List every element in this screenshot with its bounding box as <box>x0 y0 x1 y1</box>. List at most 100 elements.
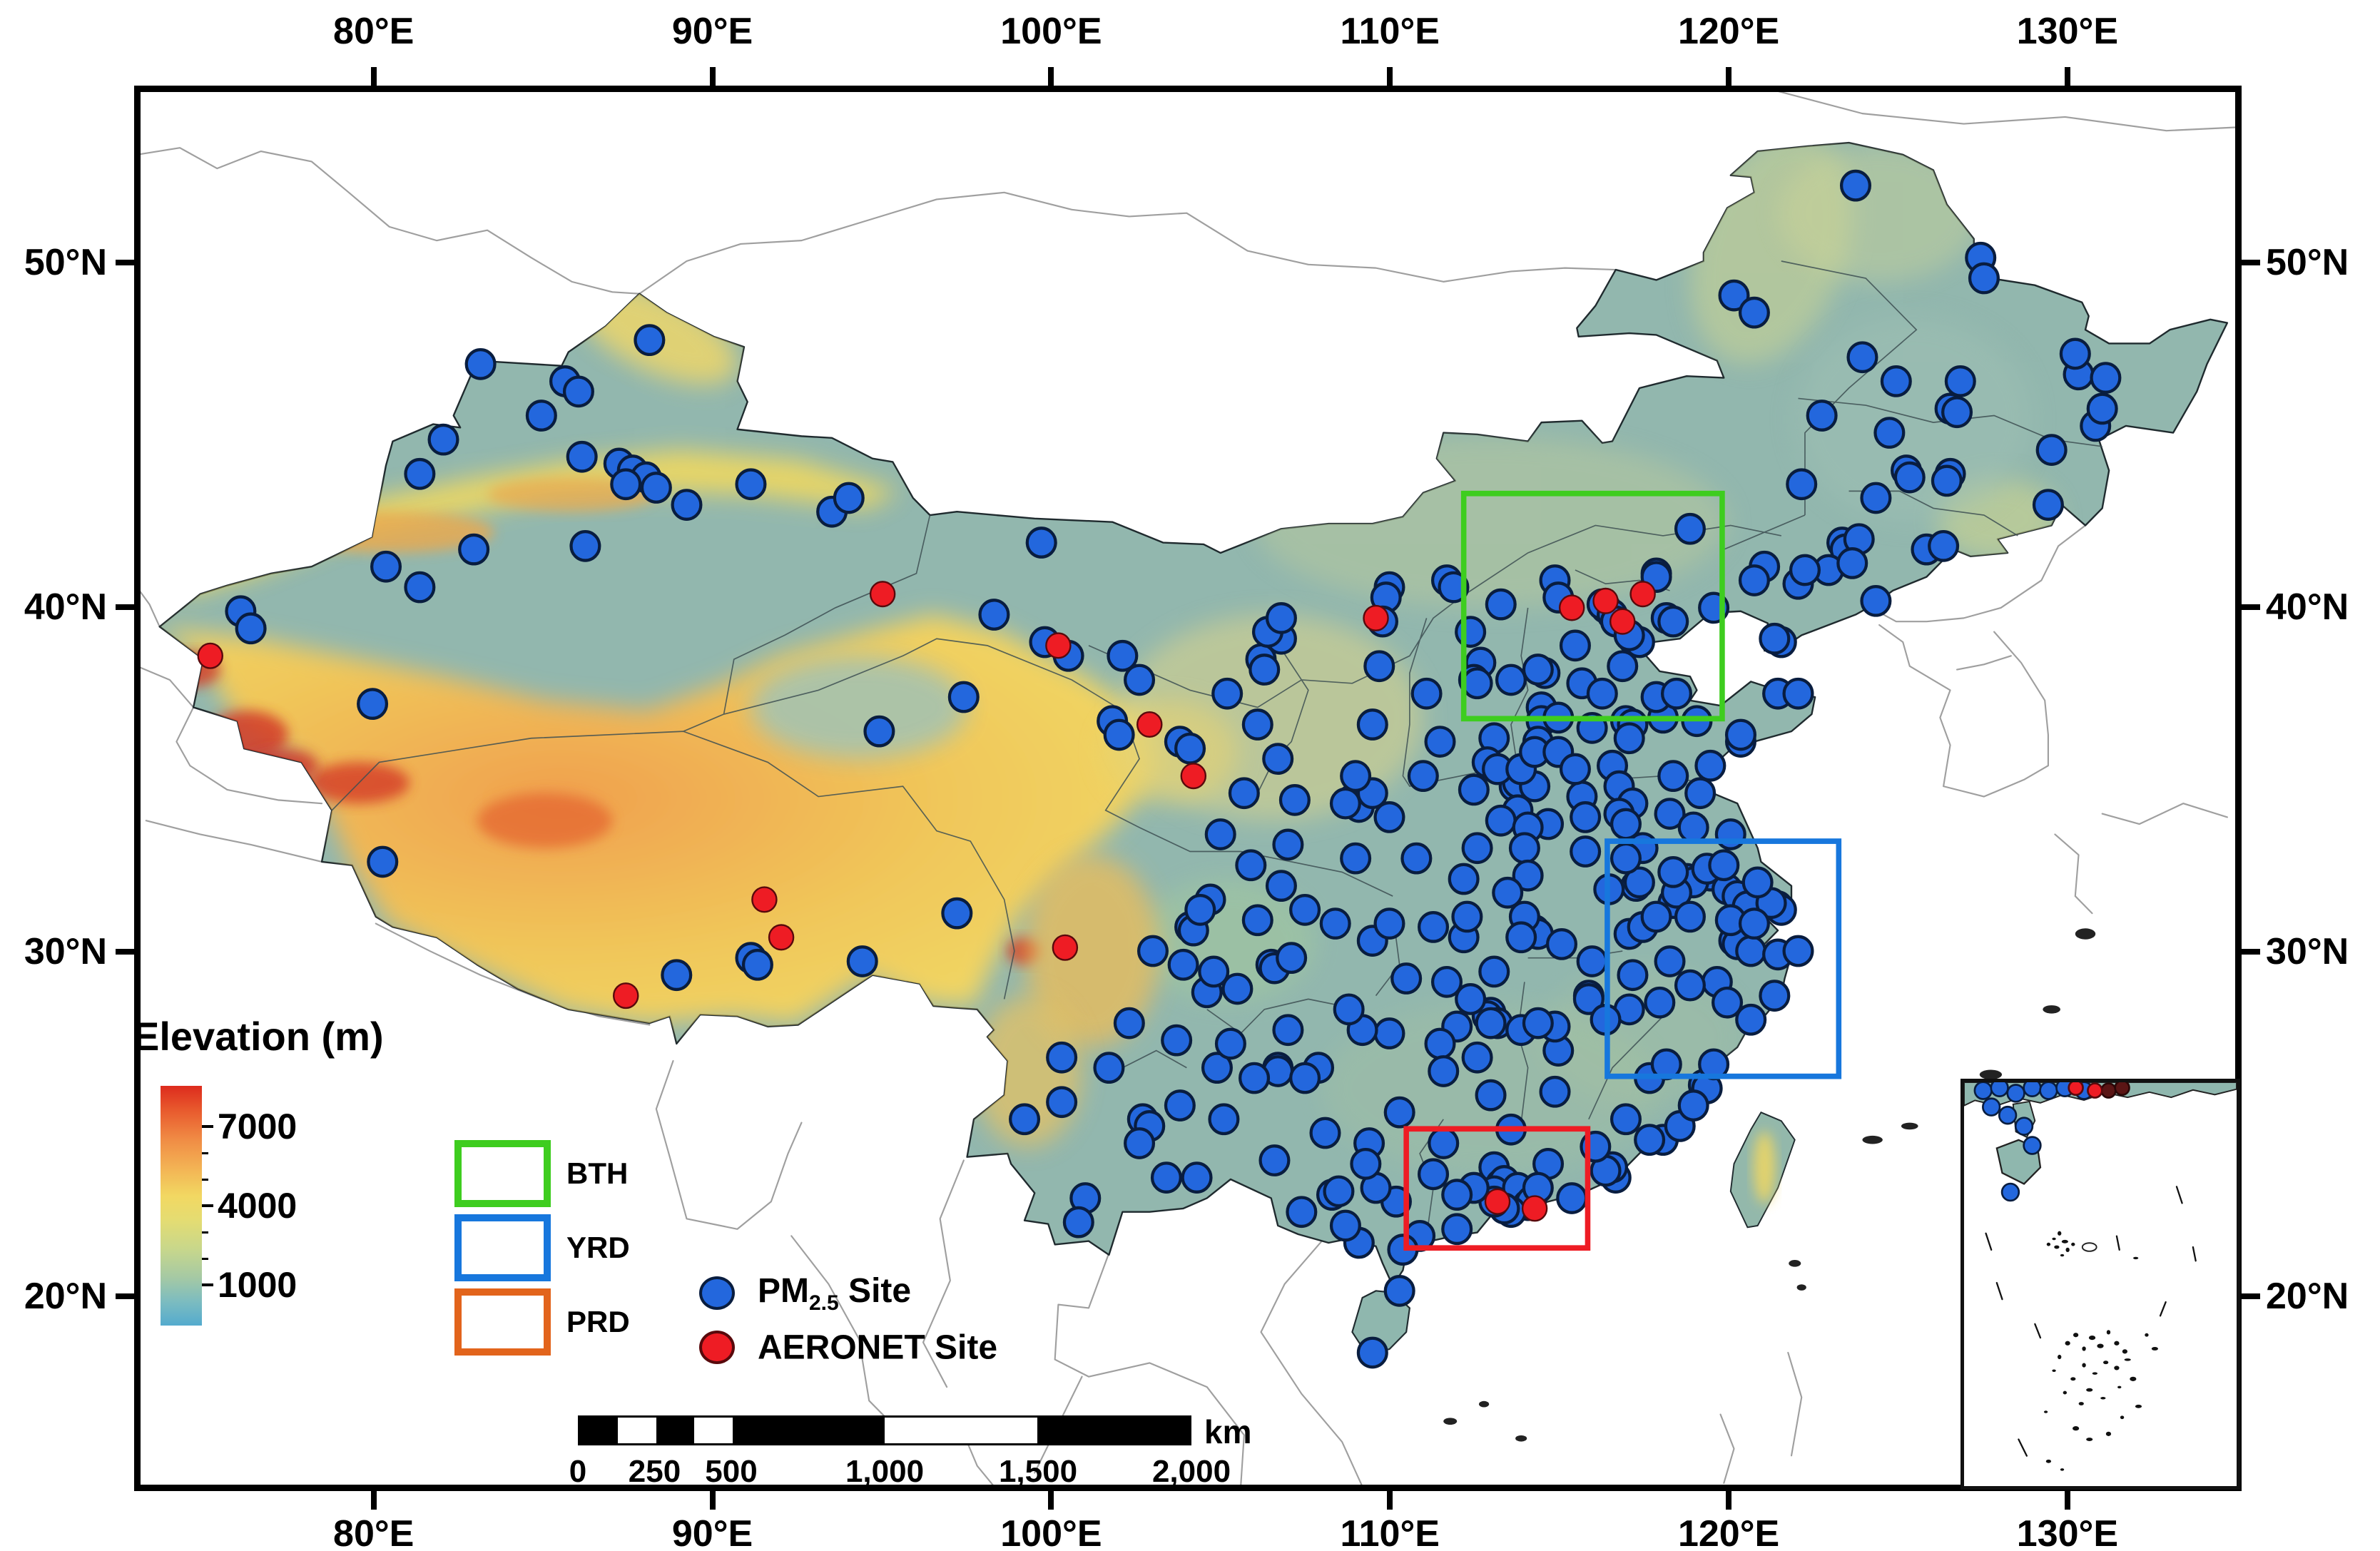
pm25-site-dot <box>1276 942 1308 975</box>
pm25-site-dot <box>1559 753 1591 785</box>
pm25-site-dot <box>1241 708 1273 741</box>
pm25-site-dot <box>1836 547 1868 579</box>
inset-island-speck <box>2106 1330 2111 1335</box>
pm25-site-dot <box>1786 468 1818 501</box>
lat-tick-label: 50°N <box>24 241 107 283</box>
pm25-site-dot <box>1609 842 1642 875</box>
pm25-site-dot <box>370 550 402 583</box>
elevation-legend-title: Elevation (m) <box>133 1014 384 1059</box>
pm25-site-dot <box>1107 639 1139 672</box>
pm25-site-dot <box>2059 337 2091 370</box>
scale-bar-tick-label: 500 <box>705 1454 758 1489</box>
pm25-site-dot <box>634 324 666 357</box>
inset-pm25-dot <box>1982 1097 2001 1117</box>
pm25-site-dot <box>1741 866 1774 899</box>
pm25-site-dot <box>1174 732 1206 765</box>
pm25-site-dot <box>2032 489 2064 521</box>
pm25-site-dot <box>671 489 703 521</box>
pm25-site-dot <box>1806 400 1838 432</box>
pm25-site-dot <box>1221 972 1253 1005</box>
aeronet-site-dot <box>1484 1188 1511 1215</box>
inset-dash <box>1985 1232 1993 1251</box>
pm25-site-dot <box>1340 842 1372 875</box>
pm25-site-dot <box>1441 1179 1473 1211</box>
colorbar-minor-tick <box>202 1257 208 1260</box>
scale-bar-segment <box>694 1418 733 1443</box>
pm25-site-dot <box>1201 1052 1233 1084</box>
pm25-site-dot <box>1323 1175 1355 1208</box>
pm25-site-dot <box>1400 842 1433 875</box>
inset-island-speck <box>2052 1237 2056 1241</box>
aeronet-legend-label: AERONET Site <box>758 1328 998 1367</box>
pm25-site-dot <box>1455 616 1487 648</box>
inset-island-speck <box>2054 1245 2060 1249</box>
pm25-site-dot <box>569 529 601 562</box>
inset-island-speck <box>2114 1341 2120 1346</box>
pm25-site-dot <box>1265 870 1297 902</box>
pm25-site-dot <box>1208 1103 1240 1136</box>
lon-tick-label: 130°E <box>2016 11 2119 52</box>
pm25-site-dot <box>566 440 598 473</box>
pm25-site-dot <box>1136 935 1169 967</box>
inset-island-speck <box>2082 1346 2086 1351</box>
pm25-site-dot <box>1356 708 1388 741</box>
colorbar-tick <box>202 1125 213 1129</box>
inset-island-speck <box>2130 1376 2137 1381</box>
inset-pm25-dot <box>2000 1182 2020 1202</box>
inset-pm25-dot <box>1990 1082 2009 1097</box>
pm25-site-dot <box>1424 726 1456 758</box>
pm25-site-dot <box>1570 835 1602 868</box>
pm25-site-dot <box>1198 955 1230 988</box>
aeronet-site-dot <box>768 924 795 951</box>
inset-island-speck <box>2045 1459 2052 1463</box>
aeronet-site-dot <box>1521 1195 1548 1222</box>
colorbar-tick <box>202 1283 213 1286</box>
pm25-site-dot <box>1968 262 2000 295</box>
pm25-site-dot <box>1718 279 1750 312</box>
region-swatch-label: PRD <box>566 1305 630 1338</box>
pm25-site-dot <box>235 612 267 645</box>
pm25-site-dot <box>404 457 436 490</box>
pm25-site-dot <box>1759 980 1791 1012</box>
aeronet-site-dot <box>1609 608 1636 635</box>
pm25-site-dot <box>357 688 389 721</box>
pm25-site-dot <box>1249 654 1281 686</box>
inset-pm25-dot <box>1973 1082 1993 1100</box>
pm25-site-dot <box>1634 1124 1666 1156</box>
lat-tick-left <box>116 948 134 955</box>
pm25-site-dot <box>1356 1336 1388 1369</box>
colorbar-tick-label: 1000 <box>218 1264 298 1305</box>
pm25-site-dot <box>1124 663 1156 696</box>
pm25-site-dot <box>1340 760 1372 793</box>
lon-tick-top <box>1726 67 1732 86</box>
pm25-site-dot <box>1522 1007 1554 1039</box>
pm25-site-dot <box>1657 605 1689 638</box>
inset-atoll <box>2081 1242 2097 1252</box>
inset-island-speck <box>2105 1431 2112 1436</box>
pm25-site-dot <box>1475 1007 1507 1039</box>
inset-site-dots <box>1973 1082 2130 1202</box>
pm25-site-dot <box>1046 1041 1078 1074</box>
pm25-site-dot <box>1712 986 1744 1019</box>
pm25-site-dot <box>1430 965 1463 998</box>
inset-island-speck <box>2061 1239 2068 1244</box>
pm25-site-dot <box>1009 1103 1041 1136</box>
pm25-site-dot <box>1373 801 1405 833</box>
scale-bar-segment <box>885 1418 1037 1443</box>
pm25-site-dot <box>735 468 767 501</box>
pm25-site-dot <box>1613 722 1645 755</box>
inset-island-speck <box>2088 1335 2096 1341</box>
lon-tick-top <box>709 67 716 86</box>
pm25-site-dot <box>1539 1075 1571 1108</box>
pm25-site-dot <box>2086 392 2118 425</box>
pm25-site-dot <box>1383 1096 1415 1129</box>
lat-tick-right <box>2242 948 2260 955</box>
lat-tick-label: 40°N <box>2266 586 2349 628</box>
lon-tick-label: 100°E <box>1000 1513 1102 1551</box>
pm25-site-dot <box>1441 1213 1473 1246</box>
pm25-site-dot <box>1410 677 1443 710</box>
pm25-site-dot <box>1309 1117 1341 1149</box>
scale-bar-segment <box>656 1418 695 1443</box>
pm25-site-dot <box>640 472 672 504</box>
pm25-site-dot <box>1461 832 1493 865</box>
